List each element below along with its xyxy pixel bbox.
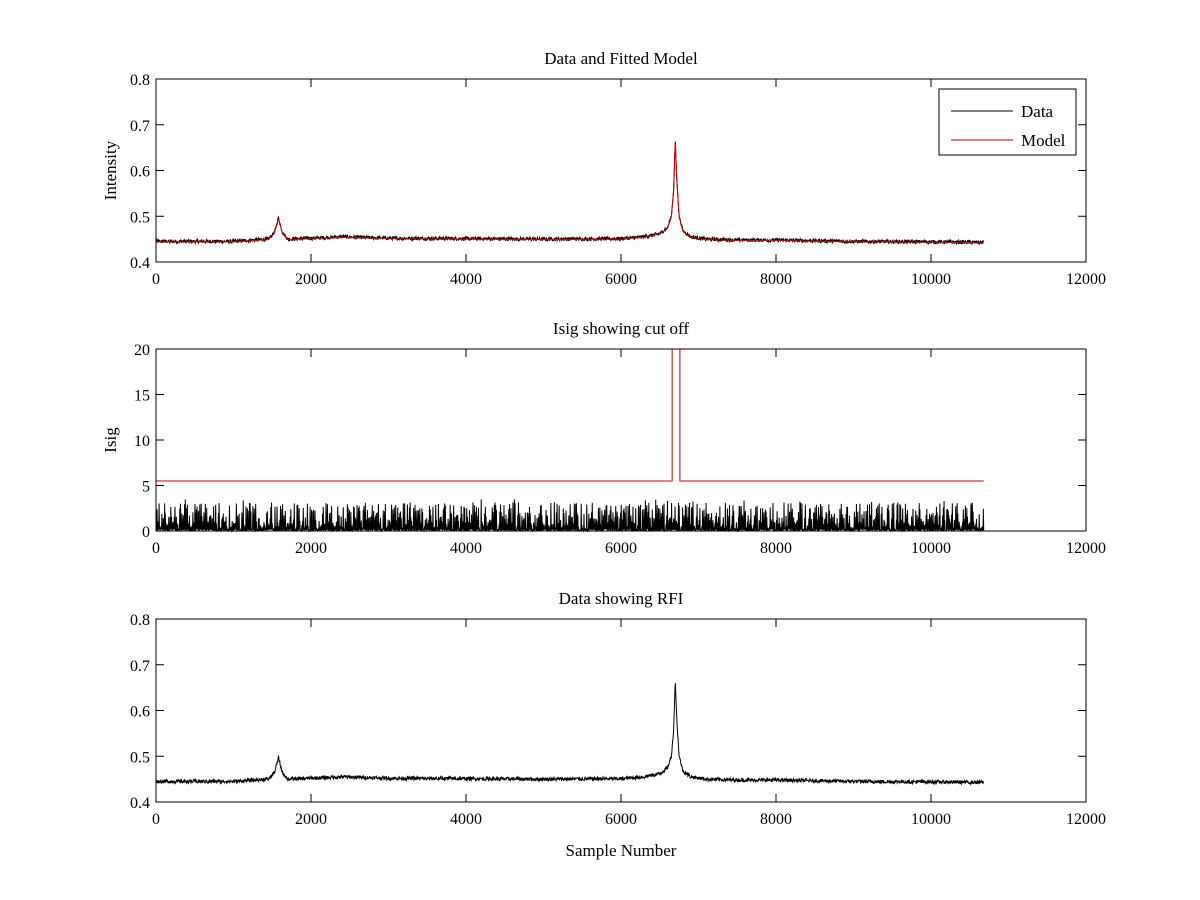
y-axis-label: Intensity: [101, 140, 120, 200]
series-line-1: [155, 683, 985, 786]
y-tick-label: 0.5: [130, 749, 150, 766]
legend-box: [938, 88, 1077, 156]
x-tick-label: 0: [152, 271, 160, 288]
subplot-3: 0 2000 4000 6000 8000 10000 12000 0.4 0.5 0.6 0.7 0…: [130, 589, 1106, 860]
legend-label-data: Data: [1021, 102, 1054, 121]
y-tick-label: 0.7: [130, 658, 150, 675]
y-tick-label: 0: [142, 524, 150, 541]
x-tick-label: 2000: [295, 271, 327, 288]
subplots: 0 2000 4000 6000 8000 10000 120000.40.50.60.70…: [101, 49, 1106, 860]
y-tick-label: 10: [134, 433, 150, 450]
y-tick-label: 20: [134, 342, 150, 359]
x-tick-label: 6000: [605, 540, 637, 557]
subplot-2: 0 2000 4000 6000 8000 10000 12000 0 5 10 15 20 Isig …: [101, 319, 1106, 557]
series-line-model: [156, 142, 984, 244]
x-tick-label: 10000: [911, 540, 951, 557]
x-axis-label: Sample Number: [566, 841, 677, 860]
x-tick-label: 6000: [605, 811, 637, 828]
y-tick-label: 0.8: [130, 72, 150, 89]
x-tick-label: 8000: [760, 271, 792, 288]
chart-title: Data showing RFI: [559, 589, 684, 608]
y-tick-label: 0.4: [130, 255, 150, 272]
y-axis-label: Isig: [101, 427, 120, 453]
y-tick-label: 0.4: [130, 795, 150, 812]
y-tick-label: 0.8: [130, 612, 150, 629]
x-tick-label: 8000: [760, 811, 792, 828]
series-line-data: [155, 141, 984, 246]
y-tick-label: 0.5: [130, 209, 150, 226]
x-tick-label: 6000: [605, 271, 637, 288]
y-tick-label: 5: [142, 479, 150, 496]
x-tick-label: 10000: [911, 271, 951, 288]
x-tick-label: 2000: [295, 540, 327, 557]
x-tick-label: 12000: [1066, 271, 1106, 288]
legend: Data Model: [938, 88, 1077, 156]
plot-area: [156, 619, 1086, 802]
x-tick-label: 4000: [450, 811, 482, 828]
x-tick-label: 0: [152, 540, 160, 557]
x-tick-label: 4000: [450, 271, 482, 288]
x-tick-label: 12000: [1066, 811, 1106, 828]
x-tick-label: 0: [152, 811, 160, 828]
x-tick-label: 8000: [760, 540, 792, 557]
chart-title: Data and Fitted Model: [544, 49, 698, 68]
subplot-1: 0 2000 4000 6000 8000 10000 12000 0.4 0.5 0.6 0.7 0…: [101, 49, 1106, 288]
y-tick-label: 0.6: [130, 164, 150, 181]
y-tick-label: 0.6: [130, 704, 150, 721]
x-tick-label: 4000: [450, 540, 482, 557]
legend-label-model: Model: [1021, 131, 1066, 150]
y-tick-label: 0.7: [130, 118, 150, 135]
plot-area: [156, 349, 1086, 531]
x-tick-label: 2000: [295, 811, 327, 828]
chart-title: Isig showing cut off: [553, 319, 689, 338]
y-tick-label: 15: [134, 388, 150, 405]
plot-area: [156, 79, 1086, 262]
x-tick-label: 12000: [1066, 540, 1106, 557]
x-tick-label: 10000: [911, 811, 951, 828]
